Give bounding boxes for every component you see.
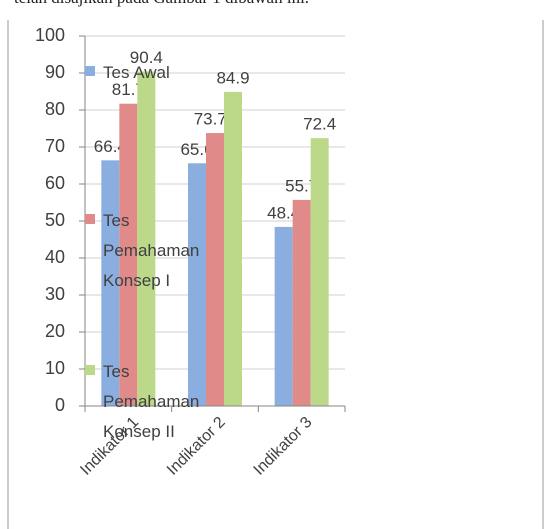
bar bbox=[206, 133, 224, 406]
x-tick-label: Indikator 3 bbox=[251, 414, 316, 479]
value-label: 90.4 bbox=[130, 48, 163, 67]
y-tick-label: 20 bbox=[45, 321, 65, 341]
y-tick-label: 50 bbox=[45, 210, 65, 230]
legend-entry: Tes Pemahaman Konsep II bbox=[85, 357, 199, 447]
legend-swatch bbox=[85, 214, 95, 224]
value-label: 72.4 bbox=[303, 115, 336, 134]
legend-label: Tes Pemahaman Konsep II bbox=[103, 362, 200, 441]
value-label: 81.7 bbox=[112, 80, 145, 99]
bar bbox=[310, 138, 329, 406]
legend-entry: Tes Pemahaman Konsep I bbox=[85, 206, 199, 296]
bar bbox=[101, 160, 120, 406]
y-tick-label: 0 bbox=[55, 395, 65, 415]
legend-swatch bbox=[85, 66, 95, 76]
bar bbox=[119, 103, 138, 407]
bar bbox=[224, 91, 242, 407]
bar bbox=[188, 163, 206, 406]
y-tick-label: 30 bbox=[45, 284, 65, 304]
value-label: 55.7 bbox=[285, 176, 318, 195]
bar bbox=[274, 226, 293, 406]
y-tick-label: 10 bbox=[45, 358, 65, 378]
legend-label: Tes Awal bbox=[103, 63, 170, 82]
y-tick-label: 70 bbox=[45, 136, 65, 156]
legend-swatch bbox=[85, 365, 95, 375]
value-label: 84.9 bbox=[216, 68, 249, 87]
y-tick-label: 100 bbox=[35, 25, 65, 45]
y-tick-label: 40 bbox=[45, 247, 65, 267]
document-text: telah disajikan pada Gambar 1 dibawah in… bbox=[14, 0, 309, 8]
y-tick-label: 90 bbox=[45, 62, 65, 82]
value-label: 66.4 bbox=[94, 137, 127, 156]
legend-label: Tes Pemahaman Konsep I bbox=[103, 211, 200, 290]
bar bbox=[292, 199, 311, 406]
legend-entry: Tes Awal bbox=[85, 58, 199, 88]
y-tick-label: 80 bbox=[45, 99, 65, 119]
bar bbox=[137, 71, 156, 407]
y-tick-label: 60 bbox=[45, 173, 65, 193]
value-label: 48.4 bbox=[267, 203, 300, 222]
value-label: 65.6 bbox=[180, 140, 213, 159]
